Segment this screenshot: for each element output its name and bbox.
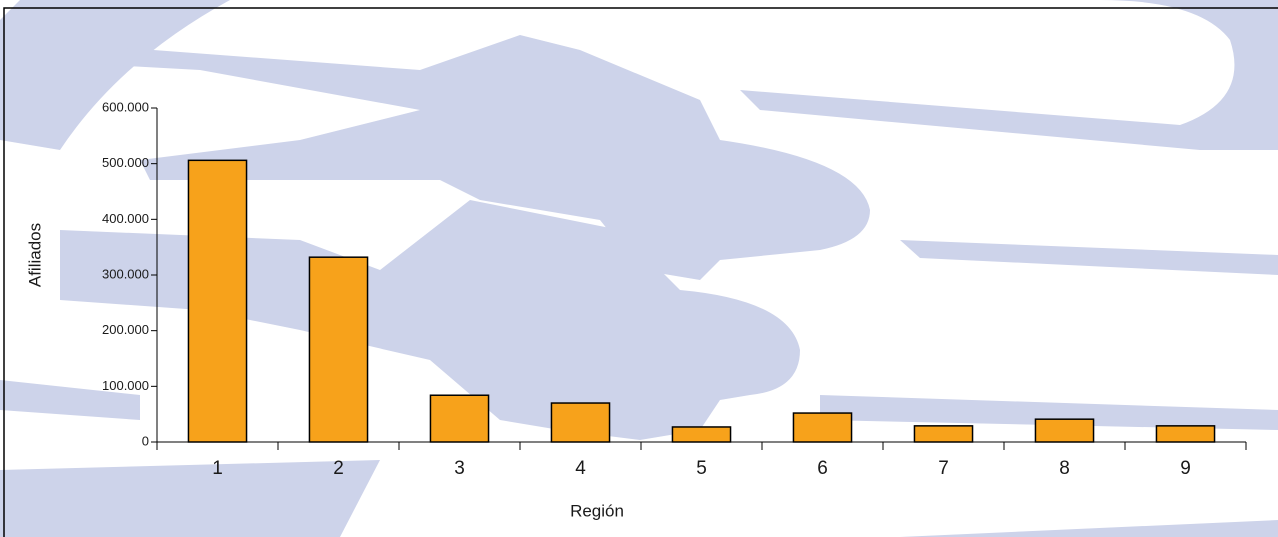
x-tick-label: 8 [1059, 458, 1070, 479]
y-tick-label: 0 [142, 433, 149, 448]
x-tick-label: 2 [333, 458, 344, 479]
y-tick-label: 400.000 [102, 211, 149, 226]
y-tick-label: 100.000 [102, 378, 149, 393]
bar [429, 394, 490, 443]
x-tick-label: 9 [1180, 458, 1191, 479]
bar [550, 402, 611, 443]
x-tick-label: 6 [817, 458, 828, 479]
frame [3, 7, 1278, 537]
y-tick-label: 500.000 [102, 155, 149, 170]
y-tick-label: 600.000 [102, 99, 149, 114]
x-tick-label: 1 [212, 458, 223, 479]
bar [792, 412, 853, 443]
x-tick-label: 7 [938, 458, 949, 479]
bar [308, 256, 369, 443]
bar [187, 159, 248, 443]
y-tick-label: 300.000 [102, 266, 149, 281]
y-axis-label: Afiliados [25, 223, 44, 287]
bar [913, 425, 974, 443]
x-tick-label: 3 [454, 458, 465, 479]
bar [671, 426, 732, 443]
x-tick-label: 4 [575, 458, 586, 479]
bar [1155, 425, 1216, 443]
bar [1034, 418, 1095, 443]
y-tick-label: 200.000 [102, 322, 149, 337]
x-axis-label: Región [570, 501, 624, 520]
x-tick-label: 5 [696, 458, 707, 479]
